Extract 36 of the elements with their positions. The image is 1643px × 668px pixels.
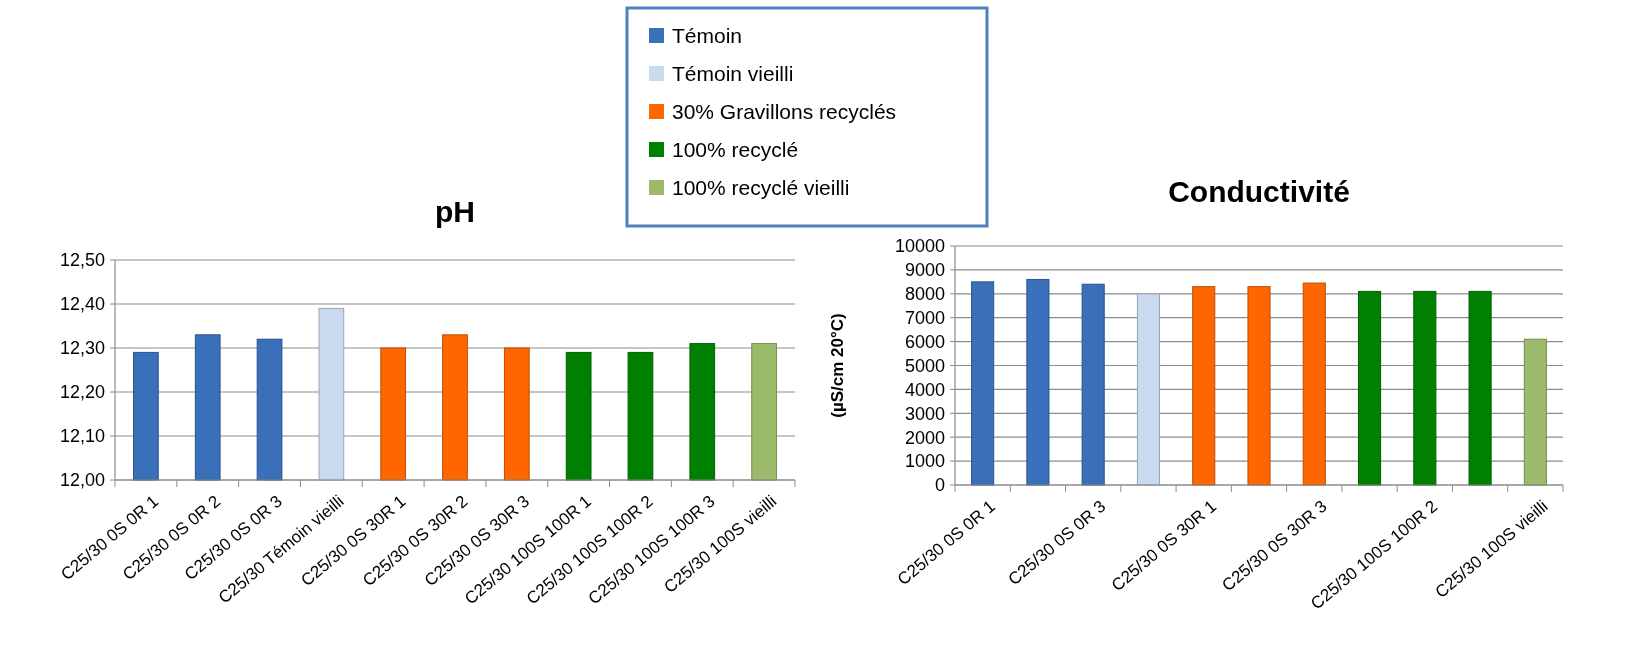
y-tick-label: 5000 <box>904 355 945 376</box>
bar <box>1247 286 1271 486</box>
chart-title: pH <box>435 195 475 228</box>
y-tick-label: 6000 <box>904 331 945 352</box>
bar <box>1026 278 1050 486</box>
y-tick-label: 4000 <box>904 379 945 400</box>
legend-label: 100% recyclé <box>672 138 799 162</box>
y-tick-label: 12,00 <box>59 470 105 491</box>
bar <box>1136 293 1161 486</box>
y-tick-label: 0 <box>934 475 945 496</box>
legend-label: 100% recyclé vieilli <box>672 176 850 200</box>
y-tick-label: 12,40 <box>59 294 105 315</box>
y-tick-label: 1000 <box>904 451 945 472</box>
bar <box>1523 338 1547 486</box>
bar <box>1413 290 1437 486</box>
y-tick-label: 7000 <box>904 308 945 328</box>
bar <box>1357 290 1382 486</box>
y-tick-label: 12,20 <box>59 382 105 403</box>
legend-label: Témoin <box>672 24 743 48</box>
bar <box>1302 282 1326 486</box>
y-tick-label: 2000 <box>904 427 945 448</box>
y-tick-label: 12,30 <box>59 338 105 359</box>
y-tick-label: 9000 <box>904 260 945 281</box>
y-tick-label: 10000 <box>894 236 945 257</box>
bar <box>971 281 995 486</box>
legend-label: Témoin vieilli <box>672 62 794 86</box>
bar <box>1192 286 1216 486</box>
bar <box>1081 283 1105 486</box>
legend-label: 30% Gravillons recyclés <box>672 100 897 124</box>
chart-title: Conductivité <box>1168 175 1350 208</box>
y-tick-label: 3000 <box>904 403 945 424</box>
y-tick-label: 12,50 <box>59 250 105 271</box>
y-axis-title: (µS/cm 20°C) <box>828 313 847 418</box>
y-tick-label: 12,10 <box>59 426 105 447</box>
y-tick-label: 8000 <box>904 284 945 305</box>
bar <box>1468 290 1492 486</box>
